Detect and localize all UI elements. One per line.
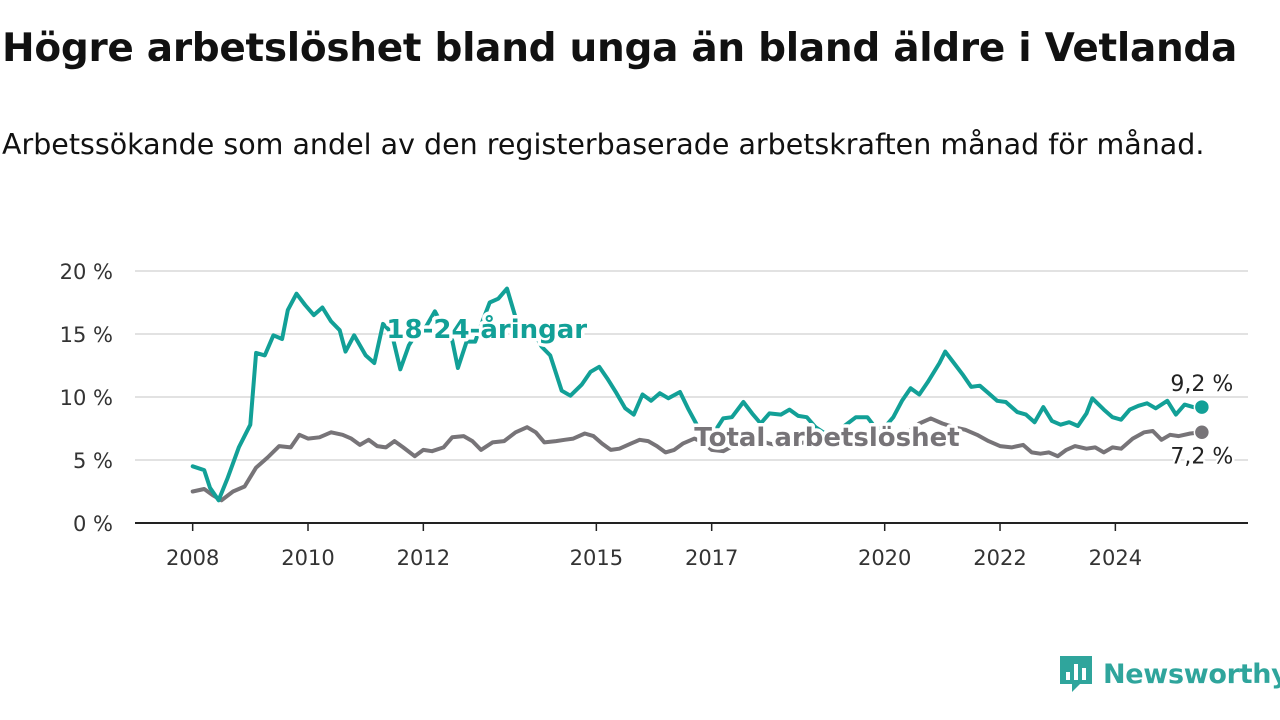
y-tick-label: 5 %: [73, 449, 113, 473]
total-series-label: Total arbetslöshet: [694, 423, 959, 453]
x-tick-label: 2020: [858, 546, 911, 570]
x-tick-label: 2015: [570, 546, 623, 570]
x-tick-label: 2010: [281, 546, 334, 570]
total-series-line: [190, 416, 1204, 503]
y-axis-tick-labels: 0 % 5 % 10 % 15 % 20 %: [60, 260, 113, 536]
total-end-value-label: 7,2 %: [1170, 444, 1233, 469]
youth-end-value-label: 9,2 %: [1170, 372, 1233, 397]
gridlines: [135, 270, 1248, 461]
chart-title: Högre arbetslöshet bland unga än bland ä…: [2, 26, 1238, 71]
youth-series-line: [190, 286, 1204, 503]
newsworthy-logo-icon: [1060, 656, 1092, 692]
x-tick-label: 2012: [397, 546, 450, 570]
series-lines: [190, 286, 1204, 503]
brand-name: Newsworthy: [1103, 658, 1280, 690]
chart-subtitle: Arbetssökande som andel av den registerb…: [2, 128, 1205, 161]
x-tick-label: 2008: [166, 546, 219, 570]
total-end-marker: [1193, 424, 1211, 441]
series-labels: Total arbetslöshet 18-24-åringar 9,2 % 7,2 …: [383, 309, 1236, 472]
y-tick-label: 15 %: [60, 323, 113, 347]
y-tick-label: 0 %: [73, 512, 113, 536]
youth-end-marker: [1193, 398, 1211, 416]
y-tick-label: 20 %: [60, 260, 113, 284]
x-tick-label: 2024: [1089, 546, 1142, 570]
x-tick-label: 2022: [973, 546, 1026, 570]
youth-series-label: 18-24-åringar: [386, 313, 587, 345]
y-tick-label: 10 %: [60, 386, 113, 410]
x-axis: 2008 2010 2012 2015 2017 2020 2022 2024: [135, 522, 1248, 570]
newsworthy-brand: Newsworthy: [1058, 654, 1280, 694]
x-tick-label: 2017: [685, 546, 738, 570]
